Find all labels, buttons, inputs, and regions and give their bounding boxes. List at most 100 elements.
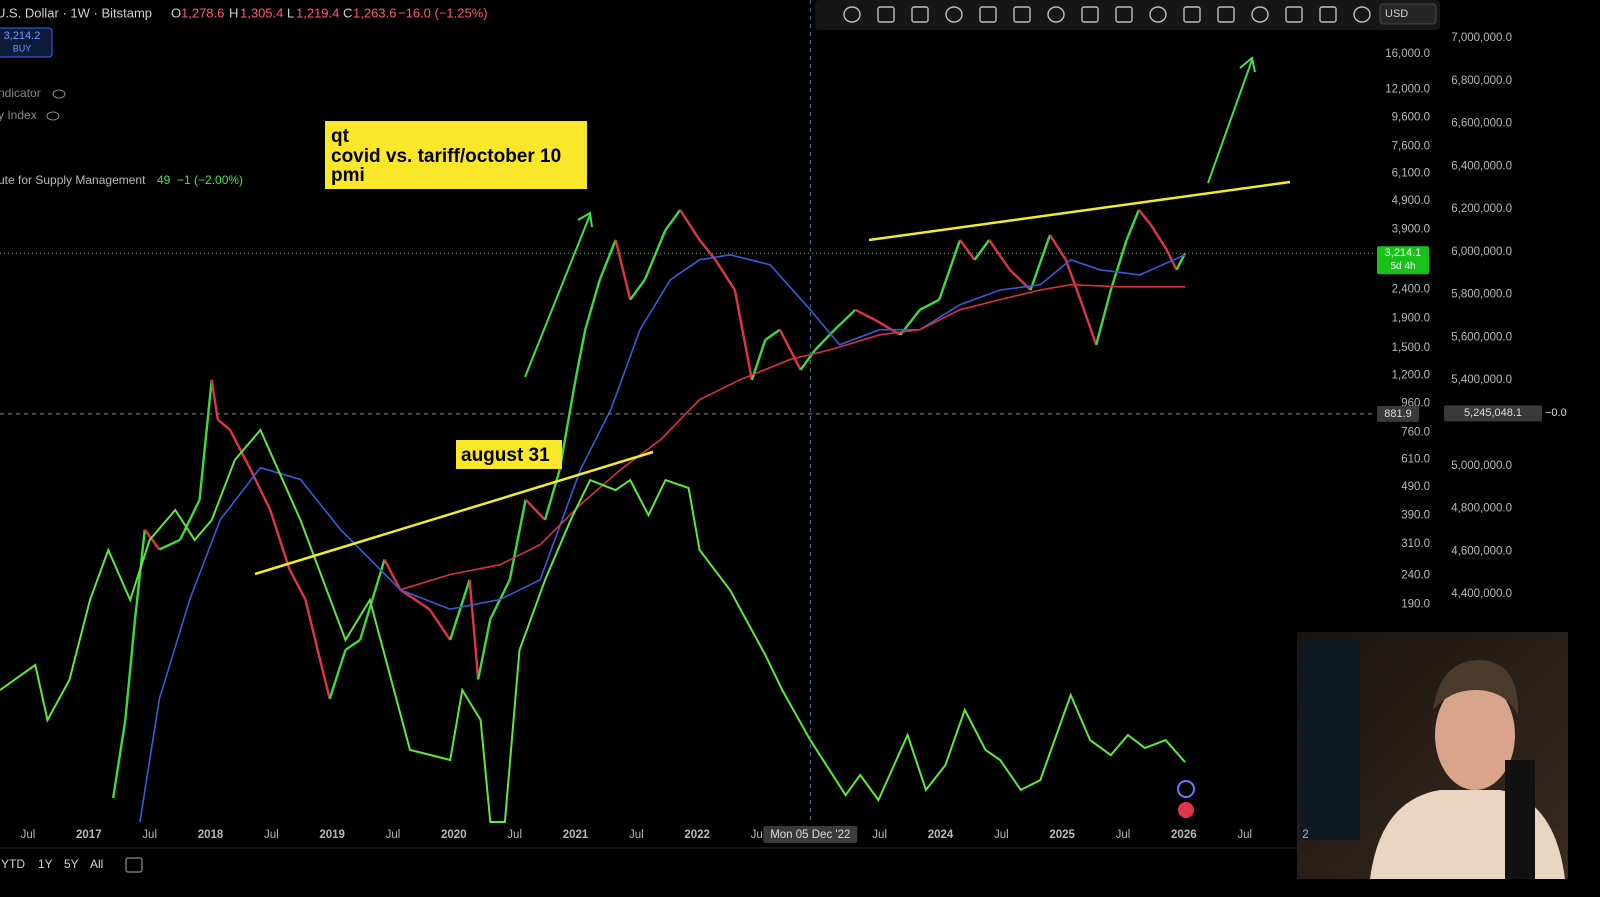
tool-icon[interactable] bbox=[1217, 6, 1235, 23]
price-segment bbox=[664, 209, 682, 231]
x-tick-label: Jul bbox=[751, 829, 766, 841]
symbol: U.S. Dollar · 1W · Bitstamp bbox=[0, 5, 152, 20]
ohlc-key: L bbox=[287, 5, 294, 20]
tool-icon[interactable] bbox=[945, 6, 963, 23]
price-segment bbox=[973, 239, 991, 261]
price-segment bbox=[679, 209, 701, 241]
legend-item: ute for Supply Management bbox=[0, 173, 146, 187]
series-line bbox=[139, 253, 1186, 823]
price-segment bbox=[799, 349, 817, 371]
y-tick-label: 1,900.0 bbox=[1392, 313, 1430, 325]
tool-icon[interactable] bbox=[1149, 6, 1167, 23]
note-box bbox=[325, 121, 587, 189]
x-tick-label: Jul bbox=[1237, 829, 1252, 841]
tool-icon[interactable] bbox=[1081, 6, 1099, 23]
tool-icon[interactable] bbox=[911, 6, 929, 23]
price-segment bbox=[228, 429, 252, 471]
alert-icon[interactable] bbox=[1177, 780, 1195, 798]
trade-badge[interactable] bbox=[0, 27, 53, 58]
x-tick-label: 2026 bbox=[1171, 829, 1197, 841]
y-tick-label: 2,400.0 bbox=[1392, 284, 1430, 296]
ohlc-value: 1,305.4 bbox=[240, 5, 283, 20]
price-segment bbox=[1137, 209, 1152, 226]
series-line bbox=[0, 428, 1186, 823]
plot bbox=[0, 0, 1375, 823]
y2-tick-label: 4,400,000.0 bbox=[1451, 588, 1512, 600]
y-tick-label: 4,900.0 bbox=[1392, 195, 1430, 207]
crosshair-y-box bbox=[1377, 405, 1419, 422]
x-tick-label: 2019 bbox=[319, 829, 345, 841]
eye-icon[interactable] bbox=[46, 111, 60, 121]
legend-item: y Index bbox=[0, 108, 37, 122]
ohlc-change: −16.0 (−1.25%) bbox=[398, 5, 488, 20]
y2-tick-label: 6,200,000.0 bbox=[1451, 203, 1512, 215]
note-label: august 31 bbox=[461, 445, 550, 466]
toolbar bbox=[815, 0, 1440, 30]
tool-icon[interactable] bbox=[1251, 6, 1269, 23]
calendar-icon[interactable] bbox=[125, 857, 143, 873]
range-button[interactable]: 5Y bbox=[64, 857, 79, 871]
price-segment bbox=[854, 308, 876, 321]
price-segment bbox=[584, 279, 601, 331]
price-segment bbox=[210, 379, 219, 420]
price-segment bbox=[778, 329, 802, 371]
y-tick-label: 7,600.0 bbox=[1392, 140, 1430, 152]
note-box bbox=[456, 440, 562, 469]
price-segment bbox=[543, 469, 561, 521]
price-segment bbox=[217, 418, 231, 431]
currency: USD bbox=[1385, 8, 1408, 20]
price-segment bbox=[133, 529, 146, 620]
eye-icon[interactable] bbox=[52, 89, 66, 99]
price-segment bbox=[304, 599, 322, 660]
tool-icon[interactable] bbox=[877, 6, 895, 23]
tool-icon[interactable] bbox=[1013, 6, 1031, 23]
y-tick-label: 390.0 bbox=[1401, 509, 1430, 521]
price-segment bbox=[328, 649, 347, 700]
price-segment bbox=[158, 538, 181, 551]
crosshair-x-label: Mon 05 Dec '22 bbox=[770, 829, 850, 841]
flag-icon[interactable] bbox=[1178, 802, 1194, 818]
price-segment bbox=[288, 568, 307, 601]
badge-action: BUY bbox=[13, 43, 32, 53]
ohlc-key: C bbox=[343, 5, 352, 20]
webcam bbox=[1297, 632, 1568, 879]
ohlc-value: 1,219.4 bbox=[296, 5, 339, 20]
tool-icon[interactable] bbox=[1183, 6, 1201, 23]
note-line: covid vs. tariff/october 10 bbox=[331, 146, 561, 167]
currency-select[interactable] bbox=[1379, 3, 1437, 25]
range-button[interactable]: All bbox=[90, 857, 103, 871]
tool-icon[interactable] bbox=[843, 6, 861, 23]
price-segment bbox=[1149, 224, 1168, 251]
price-segment bbox=[318, 659, 331, 700]
tool-icon[interactable] bbox=[979, 6, 997, 23]
ohlc-value: 1,278.6 bbox=[181, 5, 224, 20]
y2-tick-label: 4,800,000.0 bbox=[1451, 503, 1512, 515]
y-tick-label: 3,900.0 bbox=[1392, 223, 1430, 235]
tool-icon[interactable] bbox=[1047, 6, 1065, 23]
ohlc-key: O bbox=[171, 5, 181, 20]
price-segment bbox=[524, 498, 546, 521]
y2-tick-label: 7,000,000.0 bbox=[1451, 32, 1512, 44]
y-tick-label: 12,000.0 bbox=[1385, 84, 1430, 96]
x-tick-label: 2020 bbox=[441, 829, 467, 841]
price-segment bbox=[1125, 209, 1140, 241]
x-tick-label: Jul bbox=[142, 829, 157, 841]
x-tick-label: Jul bbox=[264, 829, 279, 841]
price-segment bbox=[614, 239, 632, 300]
range-button[interactable]: 1Y bbox=[38, 857, 53, 871]
tool-icon[interactable] bbox=[1115, 6, 1133, 23]
tool-icon[interactable] bbox=[1285, 6, 1303, 23]
range-button[interactable]: YTD bbox=[1, 857, 25, 871]
price-segment bbox=[468, 579, 480, 680]
price-segment bbox=[1095, 289, 1112, 346]
price-segment bbox=[574, 329, 587, 381]
price-segment bbox=[629, 279, 646, 301]
note-line: qt bbox=[331, 126, 350, 147]
tool-icon[interactable] bbox=[1353, 6, 1371, 23]
price-segment bbox=[508, 499, 527, 581]
price-segment bbox=[598, 239, 617, 281]
tool-icon[interactable] bbox=[1319, 6, 1337, 23]
price-segment bbox=[764, 328, 781, 341]
last-price-box bbox=[1377, 246, 1429, 275]
price-segment bbox=[833, 308, 857, 331]
